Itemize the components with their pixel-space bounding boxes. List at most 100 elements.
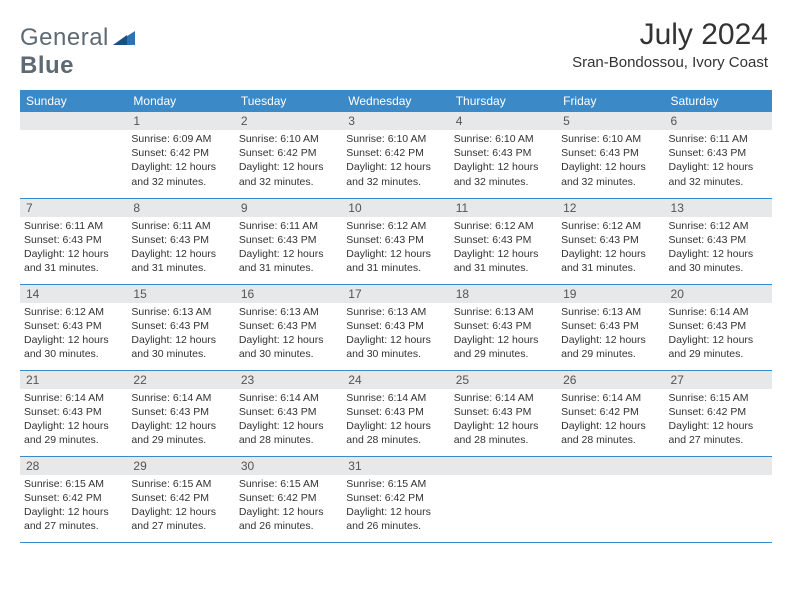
calendar-cell: 29Sunrise: 6:15 AMSunset: 6:42 PMDayligh…: [127, 456, 234, 542]
day-number-empty: [450, 457, 557, 475]
day-number: 31: [342, 457, 449, 475]
day-details: Sunrise: 6:09 AMSunset: 6:42 PMDaylight:…: [127, 130, 234, 191]
day-number: 11: [450, 199, 557, 217]
calendar-row: 14Sunrise: 6:12 AMSunset: 6:43 PMDayligh…: [20, 284, 772, 370]
day-details: Sunrise: 6:12 AMSunset: 6:43 PMDaylight:…: [20, 303, 127, 364]
day-number: 6: [665, 112, 772, 130]
title-block: July 2024 Sran-Bondossou, Ivory Coast: [572, 18, 768, 71]
calendar-cell: 8Sunrise: 6:11 AMSunset: 6:43 PMDaylight…: [127, 198, 234, 284]
calendar-cell: 14Sunrise: 6:12 AMSunset: 6:43 PMDayligh…: [20, 284, 127, 370]
calendar-cell: 20Sunrise: 6:14 AMSunset: 6:43 PMDayligh…: [665, 284, 772, 370]
day-details: Sunrise: 6:14 AMSunset: 6:42 PMDaylight:…: [557, 389, 664, 450]
calendar-cell: 30Sunrise: 6:15 AMSunset: 6:42 PMDayligh…: [235, 456, 342, 542]
day-details: Sunrise: 6:15 AMSunset: 6:42 PMDaylight:…: [20, 475, 127, 536]
calendar-cell: 25Sunrise: 6:14 AMSunset: 6:43 PMDayligh…: [450, 370, 557, 456]
day-details: Sunrise: 6:11 AMSunset: 6:43 PMDaylight:…: [127, 217, 234, 278]
day-details: Sunrise: 6:14 AMSunset: 6:43 PMDaylight:…: [20, 389, 127, 450]
day-details: Sunrise: 6:13 AMSunset: 6:43 PMDaylight:…: [235, 303, 342, 364]
day-details: Sunrise: 6:10 AMSunset: 6:43 PMDaylight:…: [450, 130, 557, 191]
day-number: 1: [127, 112, 234, 130]
day-number: 29: [127, 457, 234, 475]
weekday-header: Friday: [557, 90, 664, 112]
day-details: Sunrise: 6:11 AMSunset: 6:43 PMDaylight:…: [235, 217, 342, 278]
calendar-cell: [20, 112, 127, 198]
calendar-cell: 7Sunrise: 6:11 AMSunset: 6:43 PMDaylight…: [20, 198, 127, 284]
calendar-cell: 22Sunrise: 6:14 AMSunset: 6:43 PMDayligh…: [127, 370, 234, 456]
calendar-cell: 6Sunrise: 6:11 AMSunset: 6:43 PMDaylight…: [665, 112, 772, 198]
day-number: 20: [665, 285, 772, 303]
day-number: 26: [557, 371, 664, 389]
day-number: 24: [342, 371, 449, 389]
brand-triangle-icon: [113, 24, 135, 52]
day-details: Sunrise: 6:13 AMSunset: 6:43 PMDaylight:…: [342, 303, 449, 364]
day-number: 3: [342, 112, 449, 130]
day-details: Sunrise: 6:14 AMSunset: 6:43 PMDaylight:…: [665, 303, 772, 364]
calendar-row: 1Sunrise: 6:09 AMSunset: 6:42 PMDaylight…: [20, 112, 772, 198]
day-details: Sunrise: 6:15 AMSunset: 6:42 PMDaylight:…: [665, 389, 772, 450]
calendar-cell: 27Sunrise: 6:15 AMSunset: 6:42 PMDayligh…: [665, 370, 772, 456]
day-number: 15: [127, 285, 234, 303]
calendar-cell: 9Sunrise: 6:11 AMSunset: 6:43 PMDaylight…: [235, 198, 342, 284]
day-number-empty: [20, 112, 127, 130]
weekday-header: Saturday: [665, 90, 772, 112]
day-number: 10: [342, 199, 449, 217]
day-number: 9: [235, 199, 342, 217]
day-number: 5: [557, 112, 664, 130]
day-details: Sunrise: 6:11 AMSunset: 6:43 PMDaylight:…: [665, 130, 772, 191]
calendar-row: 28Sunrise: 6:15 AMSunset: 6:42 PMDayligh…: [20, 456, 772, 542]
day-number: 4: [450, 112, 557, 130]
calendar-cell: 19Sunrise: 6:13 AMSunset: 6:43 PMDayligh…: [557, 284, 664, 370]
calendar-cell: 12Sunrise: 6:12 AMSunset: 6:43 PMDayligh…: [557, 198, 664, 284]
weekday-header: Thursday: [450, 90, 557, 112]
calendar-cell: 23Sunrise: 6:14 AMSunset: 6:43 PMDayligh…: [235, 370, 342, 456]
calendar-cell: 1Sunrise: 6:09 AMSunset: 6:42 PMDaylight…: [127, 112, 234, 198]
day-details: Sunrise: 6:14 AMSunset: 6:43 PMDaylight:…: [235, 389, 342, 450]
day-details: Sunrise: 6:10 AMSunset: 6:42 PMDaylight:…: [235, 130, 342, 191]
calendar-cell: 4Sunrise: 6:10 AMSunset: 6:43 PMDaylight…: [450, 112, 557, 198]
day-details: Sunrise: 6:12 AMSunset: 6:43 PMDaylight:…: [665, 217, 772, 278]
day-number: 18: [450, 285, 557, 303]
brand-logo: General Blue: [20, 18, 135, 80]
calendar-cell: 31Sunrise: 6:15 AMSunset: 6:42 PMDayligh…: [342, 456, 449, 542]
day-number: 14: [20, 285, 127, 303]
calendar-table: SundayMondayTuesdayWednesdayThursdayFrid…: [20, 90, 772, 543]
calendar-cell: 10Sunrise: 6:12 AMSunset: 6:43 PMDayligh…: [342, 198, 449, 284]
day-number: 17: [342, 285, 449, 303]
calendar-cell: 24Sunrise: 6:14 AMSunset: 6:43 PMDayligh…: [342, 370, 449, 456]
calendar-cell: [450, 456, 557, 542]
day-number: 16: [235, 285, 342, 303]
day-details: Sunrise: 6:14 AMSunset: 6:43 PMDaylight:…: [127, 389, 234, 450]
location-subtitle: Sran-Bondossou, Ivory Coast: [572, 54, 768, 71]
weekday-header: Wednesday: [342, 90, 449, 112]
day-details: Sunrise: 6:12 AMSunset: 6:43 PMDaylight:…: [557, 217, 664, 278]
brand-part2: Blue: [20, 52, 74, 79]
day-details: Sunrise: 6:11 AMSunset: 6:43 PMDaylight:…: [20, 217, 127, 278]
calendar-cell: 2Sunrise: 6:10 AMSunset: 6:42 PMDaylight…: [235, 112, 342, 198]
day-number: 13: [665, 199, 772, 217]
day-details: Sunrise: 6:14 AMSunset: 6:43 PMDaylight:…: [450, 389, 557, 450]
day-number: 7: [20, 199, 127, 217]
day-details: Sunrise: 6:15 AMSunset: 6:42 PMDaylight:…: [235, 475, 342, 536]
calendar-cell: 17Sunrise: 6:13 AMSunset: 6:43 PMDayligh…: [342, 284, 449, 370]
calendar-cell: [665, 456, 772, 542]
weekday-header: Sunday: [20, 90, 127, 112]
day-details: Sunrise: 6:13 AMSunset: 6:43 PMDaylight:…: [450, 303, 557, 364]
calendar-cell: 5Sunrise: 6:10 AMSunset: 6:43 PMDaylight…: [557, 112, 664, 198]
brand-part1: General: [20, 24, 109, 51]
brand-text: General Blue: [20, 24, 135, 80]
day-details: Sunrise: 6:13 AMSunset: 6:43 PMDaylight:…: [127, 303, 234, 364]
weekday-header: Tuesday: [235, 90, 342, 112]
calendar-cell: 11Sunrise: 6:12 AMSunset: 6:43 PMDayligh…: [450, 198, 557, 284]
day-details: Sunrise: 6:12 AMSunset: 6:43 PMDaylight:…: [450, 217, 557, 278]
day-number: 19: [557, 285, 664, 303]
calendar-cell: [557, 456, 664, 542]
day-number: 28: [20, 457, 127, 475]
day-number: 25: [450, 371, 557, 389]
calendar-row: 21Sunrise: 6:14 AMSunset: 6:43 PMDayligh…: [20, 370, 772, 456]
day-details: Sunrise: 6:15 AMSunset: 6:42 PMDaylight:…: [342, 475, 449, 536]
day-details: Sunrise: 6:13 AMSunset: 6:43 PMDaylight:…: [557, 303, 664, 364]
day-details: Sunrise: 6:15 AMSunset: 6:42 PMDaylight:…: [127, 475, 234, 536]
calendar-cell: 21Sunrise: 6:14 AMSunset: 6:43 PMDayligh…: [20, 370, 127, 456]
day-number: 21: [20, 371, 127, 389]
calendar-header-row: SundayMondayTuesdayWednesdayThursdayFrid…: [20, 90, 772, 112]
